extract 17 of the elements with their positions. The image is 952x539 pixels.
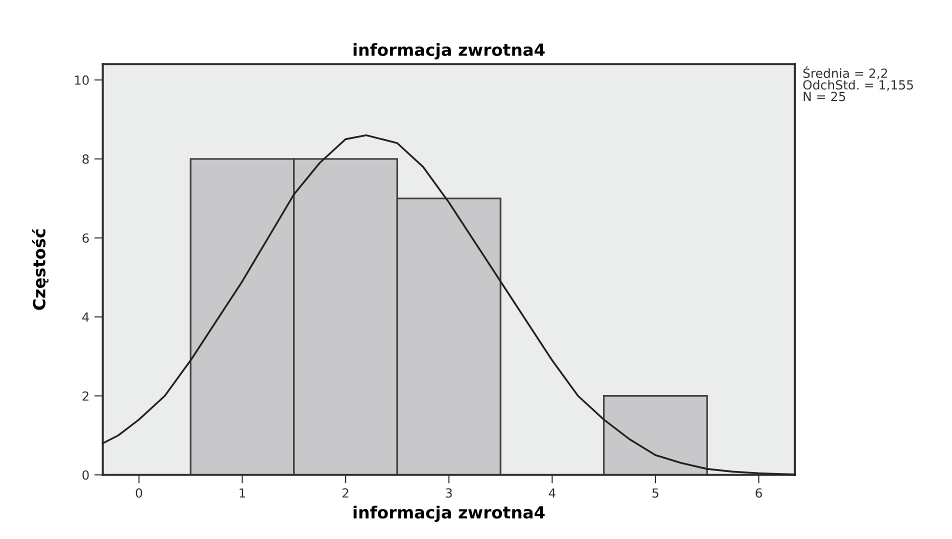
x-tick-label: 6 xyxy=(756,488,762,498)
x-axis-title: informacja zwrotna4 xyxy=(354,506,545,522)
y-axis-title: Częstość xyxy=(32,228,49,310)
text: Średnia = 2,2 OdchStd. = 1,155 N = 25 xyxy=(803,66,913,102)
x-tick-label: 1 xyxy=(240,488,246,498)
y-tick-label: 6 xyxy=(82,233,89,243)
y-tick-label: 10 xyxy=(75,75,89,85)
x-tick-label: 5 xyxy=(652,488,658,498)
x-tick-label: 3 xyxy=(446,488,452,498)
x-tick-label: 0 xyxy=(136,488,142,498)
y-tick-label: 4 xyxy=(82,312,89,322)
x-tick-label: 4 xyxy=(548,488,556,498)
chart-title: informacja zwrotna4 xyxy=(354,43,545,60)
y-tick-label: 0 xyxy=(82,470,89,480)
x-tick-label: 2 xyxy=(342,488,348,498)
y-tick-label: 8 xyxy=(82,154,89,164)
y-tick-label: 2 xyxy=(82,391,88,401)
